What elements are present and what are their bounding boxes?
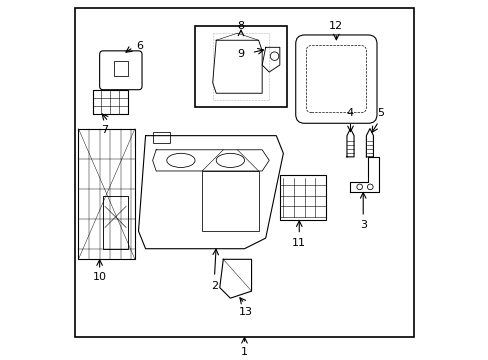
Text: 1: 1: [241, 347, 247, 357]
Bar: [78, 129, 135, 259]
Text: 2: 2: [210, 280, 218, 291]
Bar: [152, 132, 170, 143]
Text: 12: 12: [328, 22, 343, 31]
Ellipse shape: [216, 153, 244, 167]
Text: 3: 3: [359, 220, 366, 230]
Bar: [195, 26, 286, 107]
Ellipse shape: [166, 153, 195, 167]
Text: 10: 10: [92, 272, 106, 282]
Text: 4: 4: [346, 108, 353, 118]
Bar: [202, 171, 258, 231]
Text: 9: 9: [237, 49, 244, 59]
Text: 7: 7: [101, 125, 108, 135]
Text: 8: 8: [237, 22, 244, 31]
FancyBboxPatch shape: [295, 35, 376, 123]
Text: 13: 13: [239, 307, 253, 317]
Bar: [279, 175, 325, 220]
Bar: [114, 62, 128, 76]
Bar: [92, 90, 128, 114]
Bar: [103, 196, 128, 249]
Text: 5: 5: [376, 108, 383, 118]
FancyBboxPatch shape: [100, 51, 142, 90]
Text: 11: 11: [292, 238, 305, 248]
Text: 6: 6: [137, 41, 143, 50]
